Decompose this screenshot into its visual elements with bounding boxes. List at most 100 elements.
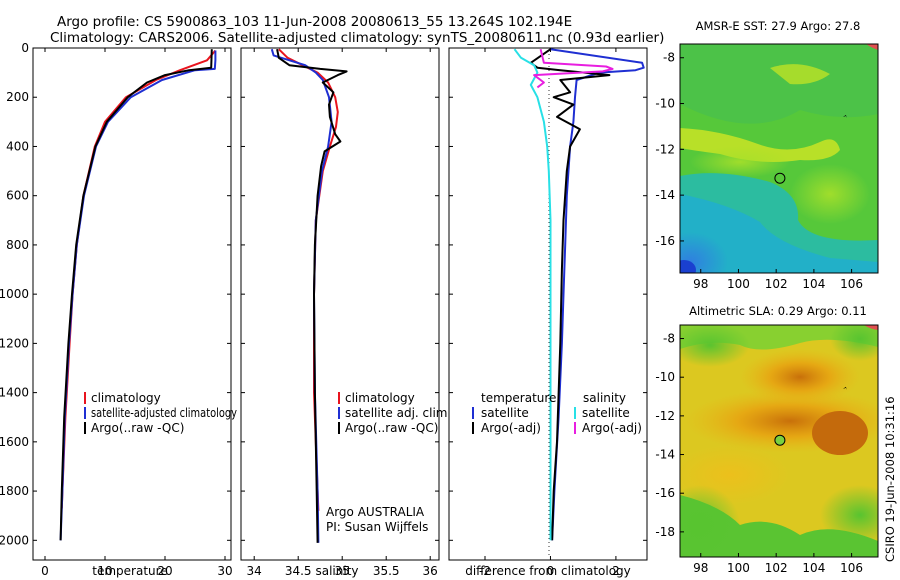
salinity-xtick-label: 35.5 xyxy=(373,564,400,578)
depth-ytick-label: 1600 xyxy=(0,435,29,449)
owner-line1: Argo AUSTRALIA xyxy=(326,505,425,519)
sla-lat-tick-label: -10 xyxy=(655,370,675,384)
difference-legend: temperature salinity satellite Argo(-adj… xyxy=(472,391,642,435)
salinity-xtick-label: 34.5 xyxy=(285,564,312,578)
sst-island-icon xyxy=(842,115,847,118)
salinity-legend: climatology satellite adj. clim. Argo(..… xyxy=(338,391,451,435)
salinity-axes-frame xyxy=(240,47,440,561)
difference-line-salinity-satellite xyxy=(513,48,552,541)
sla-map-image xyxy=(680,325,878,557)
legend-label-sal-climatology: climatology xyxy=(345,391,415,405)
sla-map-panel: Altimetric SLA: 0.29 Argo: 0.11 98 100 102… xyxy=(655,304,879,575)
temperature-xtick-label: 10 xyxy=(97,564,112,578)
sla-lon-tick-label: 102 xyxy=(765,561,788,575)
temperature-series xyxy=(59,49,217,541)
sla-lon-tick-label: 98 xyxy=(693,561,708,575)
salinity-panel: 34 34.5 35 35.5 36 salinity climatology sate… xyxy=(240,47,451,578)
temperature-legend: climatology satellite-adjusted climatolo… xyxy=(84,391,237,435)
depth-ytick-label: 1400 xyxy=(0,386,29,400)
depth-ytick-label: 1200 xyxy=(0,336,29,350)
sst-lat-tick-label: -12 xyxy=(655,142,675,156)
sst-cold-core xyxy=(680,260,696,273)
sst-lat-tick-label: -10 xyxy=(655,97,675,111)
sla-lon-tick-label: 104 xyxy=(802,561,825,575)
sla-green-bottom-right xyxy=(820,485,878,545)
difference-line-temperature-argo-adj xyxy=(529,48,611,541)
salinity-xtick-label: 35 xyxy=(335,564,350,578)
difference-xtick-label: 0 xyxy=(547,564,555,578)
sla-map-ticks: 98 100 102 104 106 -8 -10 -12 -14 -16 -18 xyxy=(655,332,863,575)
sst-map-image xyxy=(680,44,878,273)
legend-label-climatology: climatology xyxy=(91,391,161,405)
legend-label-s-argo: Argo(-adj) xyxy=(582,421,642,435)
credit-stamp: CSIRO 19-Jun-2008 10:31:16 xyxy=(883,396,897,562)
owner-line2: PI: Susan Wijffels xyxy=(326,520,428,534)
legend-label-argo: Argo(..raw -QC) xyxy=(91,421,184,435)
legend-label-satellite-adjusted: satellite-adjusted climatology xyxy=(91,406,237,420)
sst-yellow-patch xyxy=(790,164,870,224)
sla-green-top-right xyxy=(830,325,878,361)
sla-map-frame xyxy=(679,324,879,558)
sst-cyan-region xyxy=(680,194,878,273)
sst-yellow-streak-2 xyxy=(770,64,830,85)
salinity-xtick-label: 34 xyxy=(247,564,262,578)
sst-lat-tick-label: -16 xyxy=(655,234,675,248)
sla-lon-tick-label: 106 xyxy=(840,561,863,575)
sla-orange-north xyxy=(740,349,860,405)
legend-label-s-satellite: satellite xyxy=(582,406,630,420)
depth-ytick-label: 1000 xyxy=(0,287,29,301)
salinity-line-argo-raw-qc xyxy=(276,49,348,543)
sla-dark-core xyxy=(812,411,868,455)
sla-lat-tick-label: -16 xyxy=(655,486,675,500)
sst-float-marker xyxy=(774,172,786,184)
temperature-line-argo-raw-qc xyxy=(59,49,213,541)
sst-lon-tick-label: 98 xyxy=(693,277,708,291)
sst-yellow-patch-2 xyxy=(690,146,790,178)
difference-xlabel: difference from climatology xyxy=(465,564,631,578)
difference-xtick-label: 2 xyxy=(612,564,620,578)
legend-header-salinity: salinity xyxy=(583,391,626,405)
legend-header-temperature: temperature xyxy=(481,391,556,405)
header-title-line2: Climatology: CARS2006. Satellite-adjuste… xyxy=(50,30,664,46)
difference-xtick-label: -2 xyxy=(479,564,491,578)
sst-lat-tick-label: -14 xyxy=(655,188,675,202)
difference-panel: -2 0 2 difference from climatology tempera… xyxy=(448,47,648,578)
depth-ytick-label: 1800 xyxy=(0,484,29,498)
depth-ytick-label: 2000 xyxy=(0,533,29,547)
depth-ytick-label: 400 xyxy=(6,139,29,153)
sla-map-title: Altimetric SLA: 0.29 Argo: 0.11 xyxy=(689,304,867,318)
sla-lat-tick-label: -12 xyxy=(655,409,675,423)
sst-map-ticks: 98 100 102 104 106 -8 -10 -12 -14 -16 xyxy=(655,51,863,291)
legend-label-t-argo: Argo(-adj) xyxy=(481,421,541,435)
temperature-xlabel: temperature xyxy=(92,564,167,578)
temperature-ticks: 0 10 20 30 0 200 400 600 800 1000 1200 1400 1600 1800… xyxy=(0,41,233,578)
sla-lat-tick-label: -18 xyxy=(655,525,675,539)
temperature-xtick-label: 30 xyxy=(217,564,232,578)
sst-lon-tick-label: 102 xyxy=(765,277,788,291)
sst-lon-tick-label: 106 xyxy=(840,277,863,291)
salinity-series xyxy=(270,48,348,543)
depth-ytick-label: 200 xyxy=(6,90,29,104)
sst-coast xyxy=(866,44,878,50)
legend-label-sal-satellite: satellite adj. clim. xyxy=(345,406,451,420)
sst-map-frame xyxy=(679,43,879,274)
depth-ytick-label: 800 xyxy=(6,238,29,252)
difference-ticks: -2 0 2 xyxy=(449,47,647,578)
difference-axes-frame xyxy=(448,47,648,561)
sst-lon-tick-label: 104 xyxy=(802,277,825,291)
sst-map-title: AMSR-E SST: 27.9 Argo: 27.8 xyxy=(696,19,861,33)
sst-lon-tick-label: 100 xyxy=(727,277,750,291)
sst-map-panel: AMSR-E SST: 27.9 Argo: 27.8 98 100 102 104 1… xyxy=(655,19,879,291)
depth-ytick-label: 0 xyxy=(21,41,29,55)
sst-lat-tick-label: -8 xyxy=(663,51,675,65)
sla-island-icon xyxy=(842,386,847,390)
salinity-xlabel: salinity xyxy=(315,564,358,578)
difference-line-temperature-satellite xyxy=(550,48,645,541)
salinity-ticks: 34 34.5 35 35.5 36 xyxy=(241,47,439,578)
depth-ytick-label: 600 xyxy=(6,189,29,203)
header-title-line1: Argo profile: CS 5900863_103 11-Jun-2008… xyxy=(57,14,572,30)
legend-label-t-satellite: satellite xyxy=(481,406,529,420)
difference-line-salinity-argo-adj xyxy=(533,48,614,89)
sla-float-marker xyxy=(774,434,786,446)
